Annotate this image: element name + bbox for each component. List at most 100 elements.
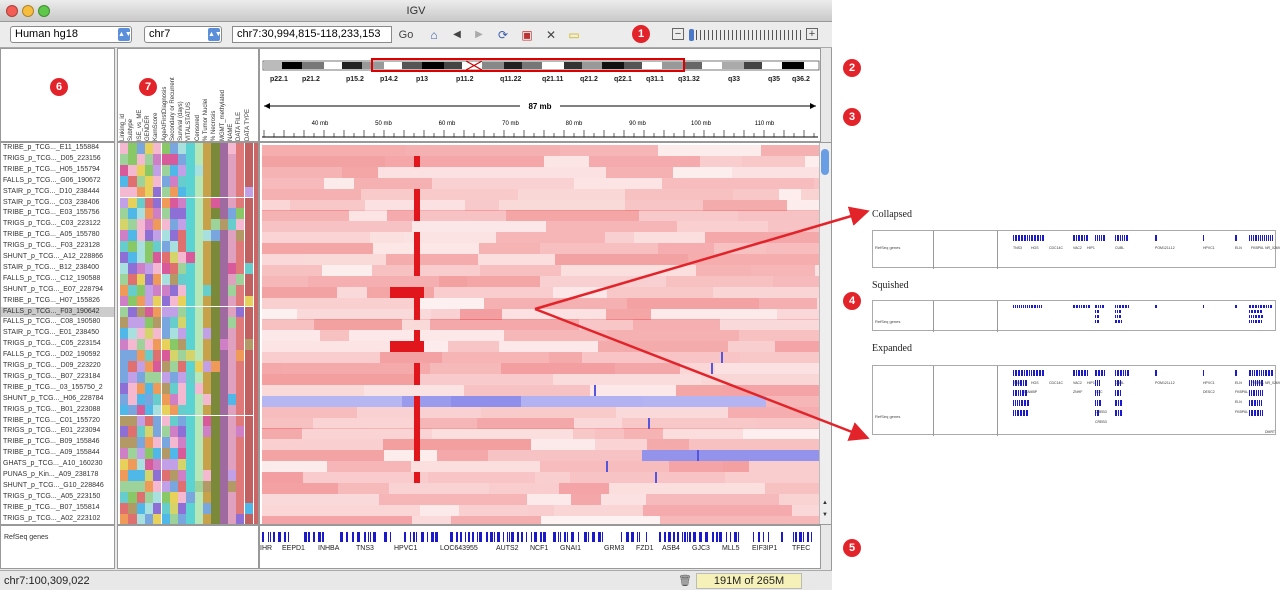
attribute-cell[interactable] <box>136 361 145 372</box>
attribute-cell[interactable] <box>244 361 253 372</box>
attribute-cell[interactable] <box>236 448 245 460</box>
attribute-cell[interactable] <box>236 252 245 263</box>
attribute-cell[interactable] <box>136 371 145 383</box>
attribute-cell[interactable] <box>227 143 237 154</box>
attribute-cell[interactable] <box>244 230 253 242</box>
attribute-cell[interactable] <box>144 361 154 372</box>
attribute-cell[interactable] <box>153 404 162 416</box>
attribute-cell[interactable] <box>194 404 203 416</box>
attribute-cell[interactable] <box>161 350 170 361</box>
attribute-cell[interactable] <box>203 273 212 285</box>
sample-name[interactable]: SHUNT_p_TCG..._H06_228784 <box>3 394 104 402</box>
attribute-cell[interactable] <box>227 241 237 252</box>
attribute-cell[interactable] <box>161 197 170 209</box>
attribute-cell[interactable] <box>120 437 129 449</box>
attribute-cell[interactable] <box>244 175 253 187</box>
attribute-cell[interactable] <box>194 470 203 481</box>
attribute-cell[interactable] <box>153 415 162 427</box>
attribute-cell[interactable] <box>211 175 220 187</box>
trash-icon[interactable]: 🗑 <box>678 575 692 587</box>
attribute-cell[interactable] <box>227 208 237 220</box>
attribute-cell[interactable] <box>178 393 187 405</box>
heatmap-row[interactable] <box>262 481 821 494</box>
attribute-cell[interactable] <box>219 480 228 492</box>
zoom-window-button[interactable] <box>38 5 50 17</box>
attribute-cell[interactable] <box>120 164 129 176</box>
attribute-cell[interactable] <box>161 513 170 524</box>
attribute-cell[interactable] <box>236 208 245 220</box>
attribute-cell[interactable] <box>153 143 162 154</box>
details-button[interactable]: ✕ <box>542 26 560 44</box>
attribute-cell[interactable] <box>144 219 154 231</box>
attribute-cell[interactable] <box>203 426 212 438</box>
attribute-cell[interactable] <box>128 382 137 394</box>
sample-name[interactable]: FALLS_p_TCG..._C12_190588 <box>3 274 101 282</box>
attribute-cell[interactable] <box>219 306 228 318</box>
attribute-cell[interactable] <box>178 382 187 394</box>
attribute-cell[interactable] <box>194 317 203 329</box>
attribute-cell[interactable] <box>153 241 162 252</box>
attribute-cell[interactable] <box>194 295 203 307</box>
attribute-cell[interactable] <box>194 502 203 514</box>
attribute-cell[interactable] <box>128 241 137 252</box>
attribute-cell[interactable] <box>227 415 237 427</box>
attribute-cell[interactable] <box>211 252 220 263</box>
attribute-cell[interactable] <box>244 306 253 318</box>
attribute-cell[interactable] <box>178 284 187 296</box>
attribute-cell[interactable] <box>136 208 145 220</box>
attribute-cell[interactable] <box>203 197 212 209</box>
attribute-cell[interactable] <box>186 382 195 394</box>
sample-name[interactable]: TRIBE_p_TCG..._A05_155780 <box>3 231 100 239</box>
sample-name[interactable]: STAIR_p_TCG..._B12_238400 <box>3 263 99 271</box>
attribute-cell[interactable] <box>236 273 245 285</box>
attribute-cell[interactable] <box>211 230 220 242</box>
attribute-cell[interactable] <box>169 273 179 285</box>
attribute-cell[interactable] <box>203 513 212 524</box>
attribute-cell[interactable] <box>211 382 220 394</box>
attribute-cell[interactable] <box>219 361 228 372</box>
home-button[interactable]: ⌂ <box>424 26 444 44</box>
attribute-label[interactable]: NAME <box>227 123 234 141</box>
attribute-cell[interactable] <box>227 230 237 242</box>
attribute-cell[interactable] <box>120 491 129 503</box>
attribute-cell[interactable] <box>227 273 237 285</box>
attribute-cell[interactable] <box>169 393 179 405</box>
attribute-cell[interactable] <box>178 426 187 438</box>
attribute-cell[interactable] <box>169 186 179 198</box>
attribute-cell[interactable] <box>203 328 212 340</box>
attribute-cell[interactable] <box>227 339 237 351</box>
attribute-cell[interactable] <box>186 350 195 361</box>
attribute-cell[interactable] <box>169 404 179 416</box>
attribute-cell[interactable] <box>194 491 203 503</box>
attribute-cell[interactable] <box>161 284 170 296</box>
attribute-cell[interactable] <box>186 295 195 307</box>
attribute-cell[interactable] <box>136 328 145 340</box>
attribute-cell[interactable] <box>120 393 129 405</box>
attribute-cell[interactable] <box>227 219 237 231</box>
attribute-cell[interactable] <box>211 480 220 492</box>
attribute-cell[interactable] <box>161 502 170 514</box>
attribute-cell[interactable] <box>236 241 245 252</box>
heatmap-row[interactable] <box>262 198 821 211</box>
attribute-cell[interactable] <box>153 230 162 242</box>
attribute-cell[interactable] <box>153 153 162 165</box>
attribute-cell[interactable] <box>169 371 179 383</box>
scroll-up-arrow-icon[interactable]: ▲ <box>822 500 828 506</box>
zoom-slider[interactable] <box>688 29 804 41</box>
attribute-cell[interactable] <box>219 382 228 394</box>
attribute-cell[interactable] <box>120 262 129 274</box>
attribute-cell[interactable] <box>236 361 245 372</box>
attribute-label[interactable]: Censored <box>194 114 201 141</box>
attribute-cell[interactable] <box>128 186 137 198</box>
attribute-cell[interactable] <box>194 230 203 242</box>
attribute-cell[interactable] <box>128 284 137 296</box>
attribute-cell[interactable] <box>194 219 203 231</box>
attribute-cell[interactable] <box>128 208 137 220</box>
attribute-cell[interactable] <box>153 186 162 198</box>
heatmap-row[interactable] <box>262 470 821 483</box>
attribute-cell[interactable] <box>178 295 187 307</box>
attribute-cell[interactable] <box>153 339 162 351</box>
attribute-cell[interactable] <box>203 361 212 372</box>
attribute-cell[interactable] <box>186 393 195 405</box>
sample-name[interactable]: TRIBE_p_TCG..._H05_155794 <box>3 165 100 173</box>
